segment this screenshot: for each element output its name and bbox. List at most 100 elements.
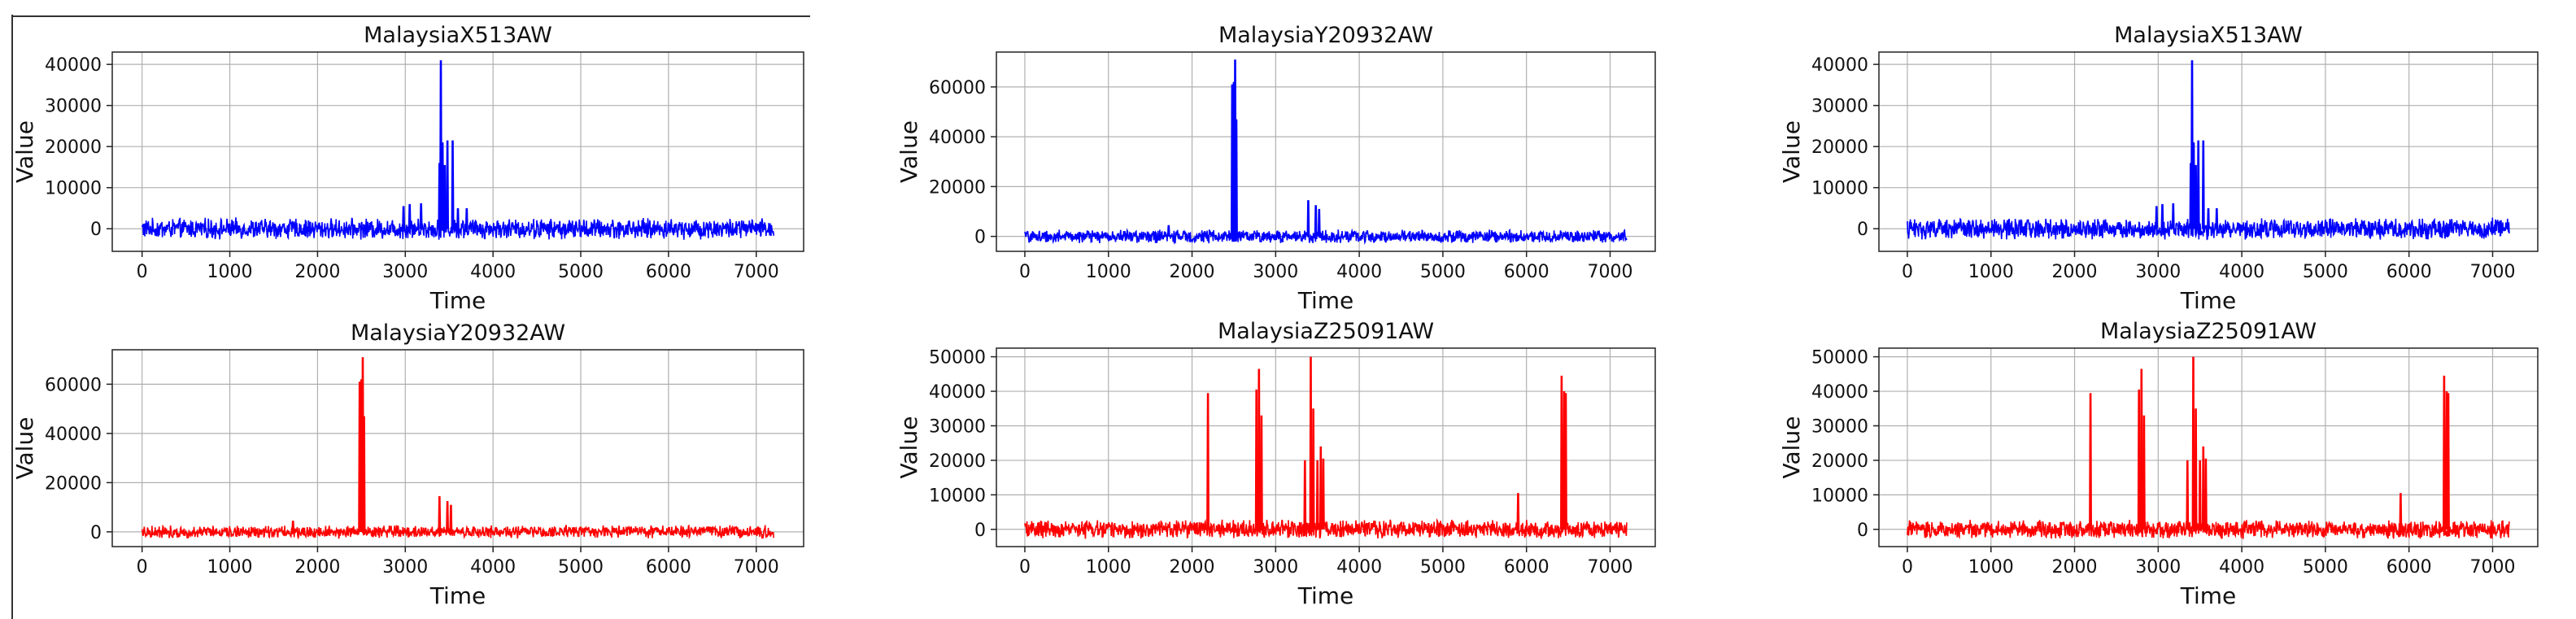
y-tick-label: 10000 [1811, 486, 1868, 506]
chart-panel: 0 1000 2000 3000 4000 5000 6000 7000 0 20000 40000… [896, 23, 1656, 314]
data-spike [2194, 164, 2198, 229]
y-tick-label: 0 [1857, 220, 1868, 240]
chart-title: MalaysiaZ25091AW [1218, 319, 1434, 344]
y-tick-label: 40000 [929, 382, 986, 403]
x-tick-label: 7000 [734, 262, 779, 282]
x-tick-label: 5000 [1420, 557, 1466, 578]
x-tick-label: 2000 [2052, 262, 2098, 282]
x-tick-label: 0 [137, 262, 148, 282]
x-tick-label: 6000 [1504, 557, 1550, 578]
axes-frame [996, 347, 1656, 547]
data-spike [2160, 203, 2164, 229]
data-spike [1516, 493, 1520, 530]
x-tick-label: 3000 [1253, 557, 1298, 578]
data-spike [2198, 460, 2202, 530]
y-tick-label: 40000 [1811, 55, 1868, 76]
data-spike [2194, 408, 2198, 530]
x-tick-label: 0 [1019, 557, 1031, 578]
x-tick-label: 5000 [1420, 262, 1466, 282]
data-line [1907, 217, 2510, 241]
data-spike [1306, 200, 1310, 237]
data-spike [2137, 389, 2141, 530]
data-line [1907, 520, 2510, 540]
x-tick-label: 7000 [1587, 262, 1632, 282]
y-tick-label: 30000 [1811, 416, 1868, 437]
data-spike [1254, 389, 1258, 530]
x-tick-label: 1000 [1086, 262, 1131, 282]
data-spike [442, 164, 447, 229]
x-tick-label: 0 [1902, 557, 1913, 578]
x-tick-label: 6000 [2386, 557, 2432, 578]
x-tick-label: 3000 [1253, 262, 1298, 282]
x-tick-label: 1000 [1968, 262, 2014, 282]
y-tick-label: 60000 [45, 375, 102, 395]
chart-panel: 0 1000 2000 3000 4000 5000 6000 7000 0 10000 20000… [11, 23, 804, 314]
x-tick-label: 4000 [2219, 557, 2264, 578]
y-tick-label: 60000 [929, 78, 986, 98]
x-tick-label: 2000 [294, 557, 340, 578]
y-tick-label: 30000 [45, 97, 102, 117]
data-spike [2204, 458, 2208, 530]
y-axis-label: Value [896, 416, 922, 479]
x-tick-label: 1000 [1086, 557, 1131, 578]
chart-panel: 0 1000 2000 3000 4000 5000 6000 7000 0 10000 20000… [1778, 319, 2539, 609]
x-axis-label: Time [429, 582, 486, 609]
x-tick-label: 4000 [1336, 262, 1382, 282]
x-tick-label: 7000 [1587, 557, 1632, 578]
y-tick-label: 40000 [45, 425, 102, 445]
x-tick-label: 1000 [207, 262, 253, 282]
data-spike [1311, 408, 1315, 530]
data-spike [441, 142, 445, 229]
data-spike [438, 495, 442, 532]
y-tick-label: 20000 [929, 177, 986, 198]
data-line [1024, 228, 1628, 246]
data-spike [1206, 393, 1210, 530]
y-axis-label: Value [1778, 416, 1805, 479]
data-spike [1259, 415, 1263, 530]
x-tick-label: 5000 [2303, 262, 2348, 282]
data-spike [2192, 142, 2195, 229]
data-spike [2186, 460, 2190, 530]
x-tick-label: 3000 [2135, 262, 2181, 282]
y-tick-label: 50000 [929, 348, 986, 368]
x-tick-label: 5000 [558, 262, 604, 282]
chart-title: MalaysiaY20932AW [351, 320, 565, 346]
data-spike [291, 521, 295, 532]
data-spike [2399, 493, 2403, 530]
axes-frame [111, 51, 804, 252]
x-tick-label: 3000 [382, 557, 428, 578]
x-tick-label: 0 [137, 557, 148, 578]
data-spike [2196, 140, 2200, 229]
x-tick-label: 5000 [558, 557, 604, 578]
y-tick-label: 20000 [45, 137, 102, 158]
y-tick-label: 20000 [1811, 137, 1868, 158]
x-tick-label: 6000 [2386, 262, 2432, 282]
data-spike [2155, 206, 2159, 229]
data-spike [2142, 415, 2146, 530]
data-spike [2191, 356, 2195, 530]
axes-frame [1878, 347, 2539, 547]
y-tick-label: 0 [90, 523, 102, 543]
x-tick-label: 4000 [1336, 557, 1382, 578]
chart-title: MalaysiaZ25091AW [2100, 319, 2317, 344]
y-tick-label: 40000 [45, 55, 102, 76]
x-tick-label: 7000 [2469, 262, 2515, 282]
y-tick-label: 50000 [1811, 348, 1868, 368]
axes-frame [111, 349, 804, 547]
x-tick-label: 2000 [294, 262, 340, 282]
y-tick-label: 10000 [929, 486, 986, 506]
x-tick-label: 3000 [382, 262, 428, 282]
x-axis-label: Time [2180, 582, 2237, 609]
x-tick-label: 4000 [470, 557, 516, 578]
data-spike [439, 60, 442, 229]
chart-title: MalaysiaX513AW [364, 23, 552, 48]
chart-panel: 0 1000 2000 3000 4000 5000 6000 7000 0 20000 40000… [11, 320, 804, 609]
chart-panel: 0 1000 2000 3000 4000 5000 6000 7000 0 10000 20000… [896, 319, 1656, 609]
data-spike [2139, 368, 2143, 530]
x-tick-label: 2000 [2052, 557, 2098, 578]
data-spike [1309, 356, 1313, 530]
x-tick-label: 6000 [1504, 262, 1550, 282]
x-tick-label: 0 [1019, 262, 1031, 282]
y-axis-label: Value [11, 120, 38, 183]
